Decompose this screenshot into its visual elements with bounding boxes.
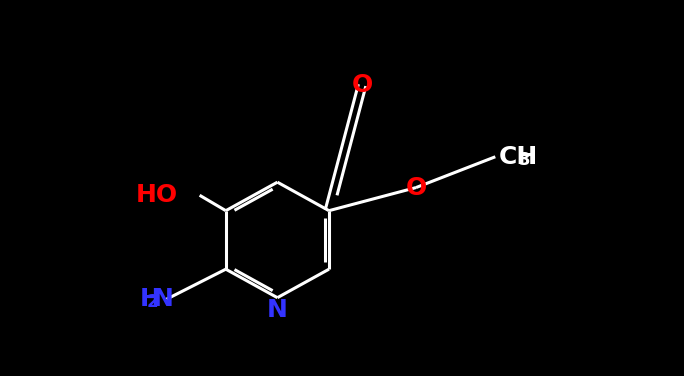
Text: N: N xyxy=(267,298,288,322)
Text: 2: 2 xyxy=(146,293,158,311)
Text: HO: HO xyxy=(136,183,178,207)
Text: O: O xyxy=(352,73,373,97)
Text: N: N xyxy=(153,287,174,311)
Text: O: O xyxy=(406,176,427,200)
Text: H: H xyxy=(140,287,161,311)
Text: CH: CH xyxy=(499,145,538,169)
Text: 3: 3 xyxy=(518,151,530,169)
